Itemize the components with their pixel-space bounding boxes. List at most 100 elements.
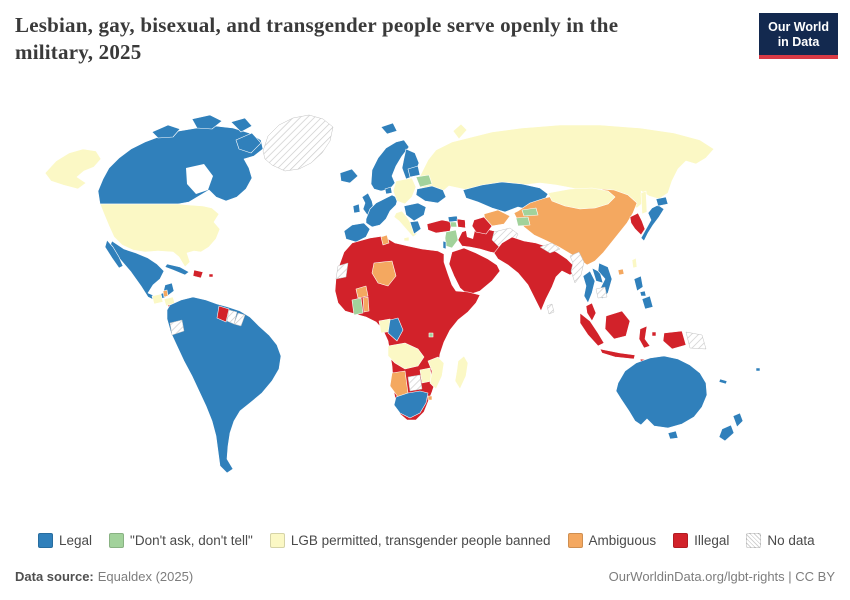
country-namibia[interactable] — [389, 370, 409, 398]
country-madagascar[interactable] — [454, 355, 469, 390]
legend-item-dadt[interactable]: "Don't ask, don't tell" — [109, 533, 253, 548]
country-philippines-visayas[interactable] — [639, 290, 647, 297]
country-alaska[interactable] — [44, 148, 102, 190]
country-new-zealand-south[interactable] — [718, 424, 735, 442]
country-turkey[interactable] — [426, 219, 453, 234]
country-new-caledonia[interactable] — [718, 378, 728, 385]
country-kyrgyzstan[interactable] — [521, 207, 539, 217]
country-scandinavia[interactable] — [370, 139, 410, 192]
country-tajikistan[interactable] — [515, 216, 531, 227]
country-hainan[interactable] — [617, 268, 625, 276]
country-botswana[interactable] — [407, 374, 423, 392]
country-angola-zambia[interactable] — [387, 342, 425, 370]
country-arctic-islands[interactable] — [235, 132, 262, 154]
country-ireland[interactable] — [352, 203, 361, 214]
country-burundi[interactable] — [428, 332, 434, 338]
country-japan-hokkaido[interactable] — [655, 196, 669, 207]
country-thailand[interactable] — [582, 270, 596, 304]
country-sumatra[interactable] — [579, 312, 605, 347]
country-mozambique[interactable] — [427, 356, 445, 390]
country-burkina-faso[interactable] — [355, 285, 369, 299]
country-myanmar[interactable] — [569, 251, 585, 284]
country-new-zealand-north[interactable] — [732, 412, 744, 428]
country-central-europe[interactable] — [392, 177, 417, 205]
country-arctic-islands[interactable] — [151, 124, 181, 139]
country-tunisia[interactable] — [380, 234, 390, 246]
country-south-america[interactable] — [166, 296, 282, 474]
country-fiji[interactable] — [755, 367, 761, 372]
country-maluku[interactable] — [651, 331, 657, 337]
country-eswatini[interactable] — [427, 395, 433, 401]
country-sakhalin[interactable] — [640, 190, 648, 215]
country-iceland[interactable] — [339, 168, 359, 184]
legend-label-dadt: "Don't ask, don't tell" — [130, 533, 253, 548]
country-guyana[interactable] — [216, 305, 230, 323]
country-western-sahara[interactable] — [335, 262, 349, 280]
legend-item-illegal[interactable]: Illegal — [673, 533, 729, 548]
legend-item-lgb-banned[interactable]: LGB permitted, transgender people banned — [269, 533, 551, 548]
country-philippines-luzon[interactable] — [633, 275, 644, 292]
footer-attribution[interactable]: OurWorldinData.org/lgbt-rights | CC BY — [608, 569, 835, 584]
country-iberia[interactable] — [343, 222, 371, 243]
country-sulawesi[interactable] — [638, 325, 651, 349]
country-cuba[interactable] — [164, 263, 190, 276]
country-tasmania[interactable] — [667, 430, 679, 440]
country-armenia[interactable] — [449, 221, 458, 228]
country-australia[interactable] — [615, 355, 708, 429]
country-papua-new-guinea[interactable] — [685, 331, 707, 350]
country-korea[interactable] — [629, 212, 646, 236]
country-greenland[interactable] — [262, 114, 334, 172]
country-novaya-zemlya[interactable] — [452, 123, 468, 140]
country-mexico-baja[interactable] — [104, 239, 124, 269]
country-usa[interactable] — [99, 203, 221, 268]
country-turkmenistan[interactable] — [471, 216, 493, 235]
country-ghana[interactable] — [351, 297, 364, 316]
country-malaysia[interactable] — [585, 302, 597, 322]
country-pakistan-india[interactable] — [493, 236, 578, 312]
country-puerto-rico[interactable] — [208, 273, 214, 278]
country-belize[interactable] — [162, 289, 169, 298]
country-arctic-islands[interactable] — [191, 114, 223, 130]
country-balkans[interactable] — [403, 202, 427, 222]
country-denmark[interactable] — [384, 186, 393, 195]
country-mexico[interactable] — [108, 240, 175, 302]
country-nepal[interactable] — [539, 242, 561, 254]
country-belarus[interactable] — [415, 174, 433, 188]
legend-item-ambiguous[interactable]: Ambiguous — [567, 533, 657, 548]
country-philippines-mindanao[interactable] — [641, 295, 654, 310]
country-mongolia[interactable] — [547, 187, 616, 210]
country-canada[interactable] — [97, 125, 264, 205]
country-japan[interactable] — [640, 204, 665, 242]
country-java[interactable] — [599, 348, 636, 360]
country-arctic-islands[interactable] — [230, 117, 253, 133]
country-congo[interactable] — [387, 317, 404, 342]
country-greece[interactable] — [409, 220, 422, 235]
country-cambodia[interactable] — [595, 286, 608, 299]
country-sicily[interactable] — [403, 236, 410, 242]
country-italy[interactable] — [393, 210, 418, 238]
country-azerbaijan[interactable] — [456, 218, 467, 229]
country-sri-lanka[interactable] — [546, 303, 555, 315]
country-hispaniola[interactable] — [192, 269, 204, 279]
country-benin[interactable] — [362, 296, 370, 313]
country-guatemala[interactable] — [151, 293, 164, 305]
country-ukraine[interactable] — [415, 185, 447, 204]
country-south-africa[interactable] — [393, 390, 429, 419]
legend-label-ambiguous: Ambiguous — [588, 533, 657, 548]
country-west-europe[interactable] — [365, 194, 399, 228]
country-levant[interactable] — [444, 229, 459, 249]
legend-item-no-data[interactable]: No data — [746, 533, 815, 548]
country-taiwan[interactable] — [631, 257, 638, 269]
legend-item-legal[interactable]: Legal — [38, 533, 92, 548]
data-source-value[interactable]: Equaldex (2025) — [97, 569, 194, 584]
country-west-papua[interactable] — [662, 330, 687, 350]
country-baltics[interactable] — [407, 165, 421, 178]
country-borneo[interactable] — [604, 310, 631, 340]
country-israel[interactable] — [442, 240, 447, 250]
country-ecuador[interactable] — [169, 319, 185, 336]
country-french-guiana[interactable] — [233, 312, 246, 327]
country-svalbard[interactable] — [380, 122, 398, 135]
country-georgia[interactable] — [447, 215, 459, 223]
country-arabia[interactable] — [448, 247, 501, 296]
country-niger[interactable] — [371, 260, 397, 287]
